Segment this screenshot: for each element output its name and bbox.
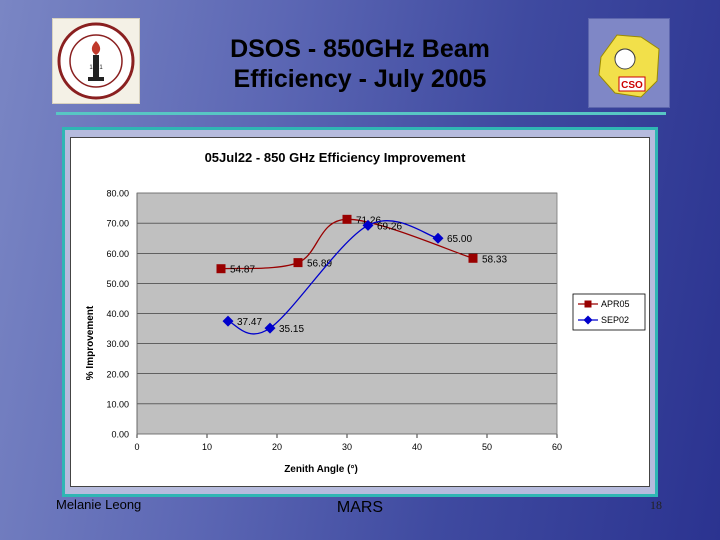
y-tick-label: 40.00 [106, 309, 129, 319]
legend-label-sep02: SEP02 [601, 315, 629, 325]
slide-title-line-1: DSOS - 850GHz Beam [230, 35, 490, 63]
data-point-sep02 [222, 315, 234, 327]
series-line-apr05 [220, 218, 474, 270]
y-tick-label: 30.00 [106, 339, 129, 349]
legend-box [572, 293, 646, 331]
data-point-sep02 [362, 219, 374, 231]
y-tick-label: 0.00 [111, 430, 129, 440]
data-label-sep02: 69.26 [377, 221, 402, 232]
caltech-seal-logo: 1891 [52, 18, 140, 104]
footer-project: MARS [336, 499, 384, 516]
cso-logo-graphic: CSO [598, 34, 660, 98]
y-tick-label: 80.00 [106, 189, 129, 199]
data-point-sep02 [264, 322, 276, 334]
author-name: Melanie Leong [56, 497, 142, 512]
legend-label-apr05: APR05 [601, 299, 630, 309]
y-tick-label: 10.00 [106, 399, 129, 409]
y-tick-label: 60.00 [106, 249, 129, 259]
data-point-apr05 [468, 253, 478, 263]
data-label-apr05: 58.33 [482, 254, 507, 265]
seal-year: 1891 [89, 65, 103, 71]
slide-title: DSOS - 850GHz Beam Efficiency - July 200… [160, 34, 560, 94]
data-label-sep02: 37.47 [237, 317, 262, 328]
legend-marker-apr05 [584, 300, 592, 308]
chart-title: 05Jul22 - 850 GHz Efficiency Improvement [205, 150, 466, 165]
caltech-seal-graphic: 1891 [57, 22, 135, 100]
cso-logo: CSO [588, 18, 670, 108]
x-tick-label: 0 [134, 442, 139, 452]
slide-title-line-2: Efficiency - July 2005 [233, 65, 487, 93]
legend-marker-sep02 [583, 315, 593, 325]
legend: APR05 SEP02 [572, 293, 646, 331]
data-label-sep02: 35.15 [279, 324, 304, 335]
data-label-sep02: 65.00 [447, 234, 472, 245]
title-divider [56, 112, 666, 115]
y-axis-label: % Improvement [85, 305, 96, 380]
data-point-apr05 [216, 264, 226, 274]
y-tick-label: 50.00 [106, 279, 129, 289]
efficiency-chart: 05Jul22 - 850 GHz Efficiency Improvement… [85, 150, 646, 475]
x-tick-label: 50 [482, 442, 492, 452]
y-tick-label: 20.00 [106, 369, 129, 379]
cso-logo-text: CSO [621, 80, 643, 91]
data-point-apr05 [293, 258, 303, 268]
x-tick-label: 20 [272, 442, 282, 452]
plot-border [136, 192, 558, 435]
chart-area: 05Jul22 - 850 GHz Efficiency Improvement… [70, 137, 650, 487]
data-label-apr05: 56.89 [307, 259, 332, 270]
x-tick-label: 60 [552, 442, 562, 452]
x-tick-label: 10 [202, 442, 212, 452]
data-point-sep02 [432, 232, 444, 244]
x-tick-label: 30 [342, 442, 352, 452]
y-tick-label: 70.00 [106, 219, 129, 229]
x-tick-label: 40 [412, 442, 422, 452]
data-label-apr05: 54.87 [230, 265, 255, 276]
page-number: 18 [650, 498, 662, 512]
data-point-apr05 [342, 214, 352, 224]
series-line-sep02 [227, 220, 439, 335]
x-axis-label: Zenith Angle (°) [284, 464, 358, 475]
